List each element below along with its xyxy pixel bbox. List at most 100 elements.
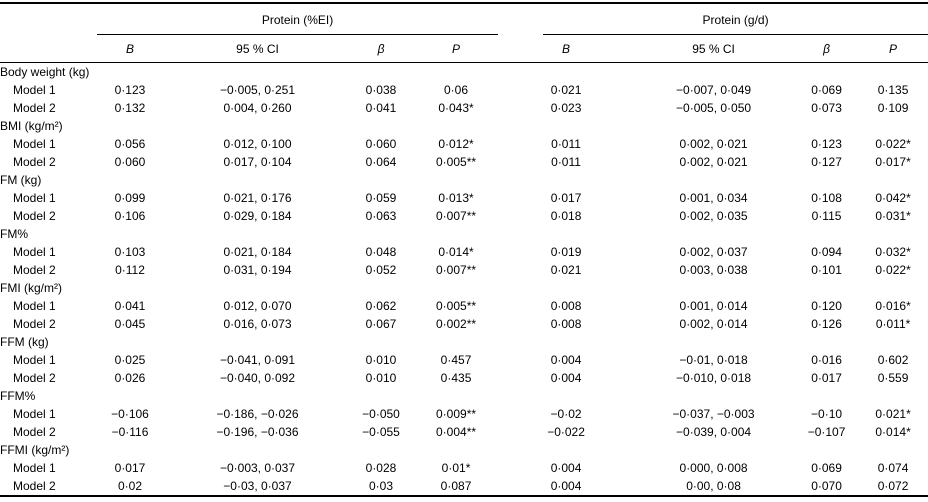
row-label: Model 1 [13, 191, 56, 205]
value-cell: 0·056 [114, 137, 146, 151]
value-cell: 0·026 [114, 371, 146, 385]
value-cell: 0·008 [550, 299, 582, 313]
row-label: Model 2 [13, 101, 56, 115]
value-cell: 0·018 [550, 209, 582, 223]
row-group-label: BMI (kg/m²) [0, 119, 63, 133]
value-cell: −0·010, 0·018 [676, 371, 752, 385]
value-cell: −0·040, 0·092 [219, 371, 296, 385]
value-cell: −0·005, 0·050 [676, 101, 752, 115]
value-cell: 0·031, 0·194 [223, 263, 292, 277]
results-table-body: Body weight (kg) Model 1 0·123 −0·005, 0·25… [0, 63, 928, 497]
table-group-row: FM (kg) [0, 171, 928, 189]
value-cell: 0·012, 0·070 [223, 299, 292, 313]
value-cell: 0·004 [550, 479, 582, 493]
value-cell: 0·602 [877, 353, 909, 367]
table-row: Model 2 −0·116 −0·196, −0·036 −0·055 0·004**… [0, 423, 928, 441]
table-group-row: Body weight (kg) [0, 63, 928, 82]
value-cell: 0·00, 0·08 [686, 479, 741, 493]
col-header-beta-g-d: β [795, 35, 859, 63]
value-cell: 0·003, 0·038 [679, 263, 748, 277]
value-cell: 0·112 [115, 263, 145, 277]
value-cell: 0·014* [875, 425, 911, 439]
col-header-p-g-d: P [858, 35, 928, 63]
row-label: Model 2 [13, 263, 56, 277]
value-cell: 0·063 [365, 209, 397, 223]
value-cell: 0·457 [440, 353, 472, 367]
row-label: Model 1 [13, 137, 56, 151]
value-cell: −0·03, 0·037 [223, 479, 292, 493]
value-cell: 0·073 [811, 101, 842, 115]
row-label: Model 2 [13, 155, 56, 169]
table-row: Model 1 0·025 −0·041, 0·091 0·010 0·457 0·004… [0, 351, 928, 369]
row-group-label: FM (kg) [0, 173, 42, 187]
value-cell: 0·001, 0·014 [679, 299, 748, 313]
value-cell: 0·012, 0·100 [223, 137, 292, 151]
row-label: Model 2 [13, 209, 56, 223]
value-cell: 0·017* [875, 155, 911, 169]
value-cell: 0·016* [875, 299, 911, 313]
value-cell: −0·039, 0·004 [676, 425, 752, 439]
value-cell: 0·032* [875, 245, 911, 259]
value-cell: 0·132 [114, 101, 146, 115]
value-cell: 0·115 [811, 209, 842, 223]
table-row: Model 2 0·026 −0·040, 0·092 0·010 0·435 0·004… [0, 369, 928, 387]
table-row: Model 1 0·056 0·012, 0·100 0·060 0·012* 0·011… [0, 135, 928, 153]
value-cell: 0·109 [877, 101, 909, 115]
value-cell: 0·000, 0·008 [679, 461, 748, 475]
value-cell: 0·011 [551, 137, 581, 151]
value-cell: 0·435 [440, 371, 472, 385]
value-cell: 0·126 [811, 317, 842, 331]
value-cell: 0·022* [875, 263, 911, 277]
value-cell: 0·021 [550, 263, 582, 277]
value-cell: −0·10 [811, 407, 843, 421]
row-label: Model 2 [13, 371, 56, 385]
value-cell: 0·001, 0·034 [679, 191, 748, 205]
value-cell: 0·021, 0·176 [223, 191, 292, 205]
value-cell: −0·01, 0·018 [679, 353, 748, 367]
value-cell: 0·042* [875, 191, 911, 205]
row-label: Model 1 [13, 353, 56, 367]
table-row: Model 2 0·060 0·017, 0·104 0·064 0·005** 0·01… [0, 153, 928, 171]
value-cell: 0·123 [811, 137, 842, 151]
value-cell: 0·041 [114, 299, 146, 313]
value-cell: 0·028 [365, 461, 397, 475]
value-cell: 0·021* [875, 407, 911, 421]
value-cell: 0·002, 0·035 [679, 209, 748, 223]
value-cell: −0·037, −0·003 [672, 407, 755, 421]
value-cell: 0·014* [438, 245, 474, 259]
table-row: Model 2 0·02 −0·03, 0·037 0·03 0·087 0·004 0·0… [0, 477, 928, 496]
table-group-row: FFM (kg) [0, 333, 928, 351]
value-cell: 0·059 [365, 191, 397, 205]
value-cell: 0·009** [436, 407, 477, 421]
value-cell: 0·004, 0·260 [223, 101, 292, 115]
row-label: Model 1 [13, 461, 56, 475]
table-row: Model 1 0·123 −0·005, 0·251 0·038 0·06 0·021 −… [0, 81, 928, 99]
value-cell: −0·196, −0·036 [216, 425, 299, 439]
value-cell: −0·007, 0·049 [676, 83, 752, 97]
group-header-protein-pct-ei: Protein (%EI) [95, 3, 500, 35]
col-header-p-pct-ei: P [412, 35, 501, 63]
value-cell: 0·069 [811, 83, 842, 97]
value-cell: −0·022 [547, 425, 585, 439]
value-cell: 0·017 [811, 371, 842, 385]
value-cell: 0·029, 0·184 [223, 209, 292, 223]
value-cell: 0·120 [811, 299, 842, 313]
value-cell: 0·060 [365, 137, 397, 151]
row-group-label: FFMI (kg/m²) [0, 443, 70, 457]
value-cell: 0·010 [365, 353, 397, 367]
value-cell: 0·010 [365, 371, 397, 385]
col-header-b-g-d: B [500, 35, 633, 63]
value-cell: 0·108 [811, 191, 842, 205]
value-cell: 0·005** [436, 155, 477, 169]
value-cell: 0·02 [117, 479, 143, 493]
row-label: Model 2 [13, 317, 56, 331]
value-cell: 0·043* [438, 101, 474, 115]
value-cell: 0·011* [875, 317, 911, 331]
value-cell: 0·008 [550, 317, 582, 331]
value-cell: 0·016, 0·073 [223, 317, 292, 331]
value-cell: 0·004** [436, 425, 477, 439]
value-cell: −0·106 [111, 407, 149, 421]
value-cell: 0·094 [811, 245, 842, 259]
value-cell: 0·005** [436, 299, 477, 313]
group-header-protein-g-d: Protein (g/d) [500, 3, 928, 35]
